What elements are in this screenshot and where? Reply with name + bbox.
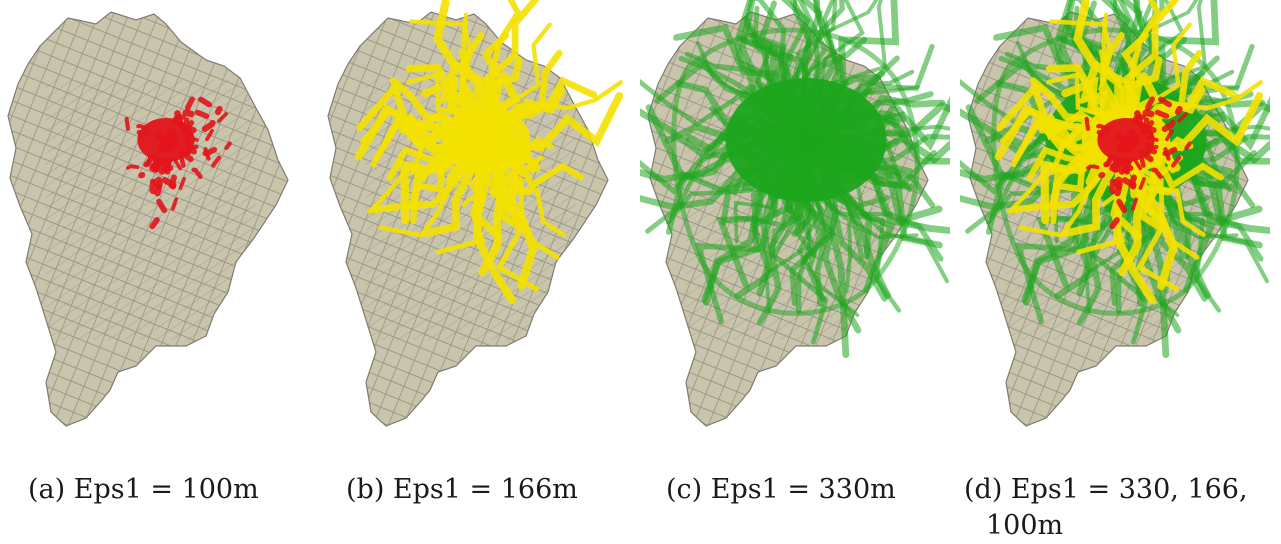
green-trajectory [678,55,809,143]
green-trajectory [732,137,809,196]
green-trajectory [640,135,809,196]
panel-a: (a) Eps1 = 100m [0,0,310,541]
red-clusters-combined [1079,91,1192,230]
caption-a: (a) Eps1 = 100m [28,474,259,505]
yellow-trajectory [482,107,542,144]
yellow-clusters [354,0,624,305]
green-trajectory [802,136,862,334]
red-trajectory [160,137,185,198]
caption-d-line1: (d) Eps1 = 330, 166, [964,474,1248,505]
map-panel-d [960,0,1270,427]
red-clusters [119,91,232,230]
red-trajectory [1123,91,1183,143]
green-trajectory [803,137,950,284]
yellow-trajectory [482,92,624,152]
map-panel-c [640,0,950,427]
red-trajectory [133,126,169,143]
green-trajectory [801,0,825,143]
red-trajectory [163,137,205,182]
red-trajectory [163,91,223,143]
panel-c: (c) Eps1 = 330m [640,0,950,541]
yellow-trajectory [398,121,490,152]
green-trajectory [803,0,842,143]
red-trajectory [1109,136,1130,179]
yellow-trajectory [483,137,544,178]
green-trajectory [753,0,809,143]
green-trajectory [802,136,873,260]
panel-d: (d) Eps1 = 330, 166, 100m [960,0,1270,541]
red-trajectory [1123,137,1165,182]
yellow-trajectory [422,136,490,237]
caption-c: (c) Eps1 = 330m [666,474,896,505]
green-trajectory [802,101,950,144]
red-trajectory [149,136,170,179]
green-trajectory [803,81,850,143]
caption-b: (b) Eps1 = 166m [346,474,578,505]
yellow-trajectory [370,136,490,214]
green-trajectory [640,136,810,211]
green-trajectory [802,107,873,144]
yellow-trajectory [367,137,489,214]
yellow-trajectory [482,56,523,144]
yellow-trajectory [389,77,490,144]
yellow-trajectory [472,135,517,305]
caption-d-line2: 100m [986,510,1064,541]
map-panel-b [327,0,624,427]
map-panel-a [7,11,289,427]
green-trajectory [756,136,810,326]
red-trajectory [164,110,230,145]
yellow-trajectory [405,64,490,144]
green-trajectory [803,36,868,143]
red-trajectory [1124,110,1190,145]
red-trajectory [1120,137,1145,198]
green-ring-trajectory [671,27,920,316]
caption-d: (d) Eps1 = 330, 166, 100m [964,472,1281,544]
green-clusters [640,0,950,359]
green-trajectory [709,106,809,143]
red-trajectory [1093,126,1129,143]
yellow-trajectory [483,137,522,221]
panel-b: (b) Eps1 = 166m [320,0,630,541]
green-trajectory [802,0,900,144]
yellow-trajectory [483,136,554,158]
yellow-trajectory [370,118,489,168]
green-trajectory [803,137,912,192]
